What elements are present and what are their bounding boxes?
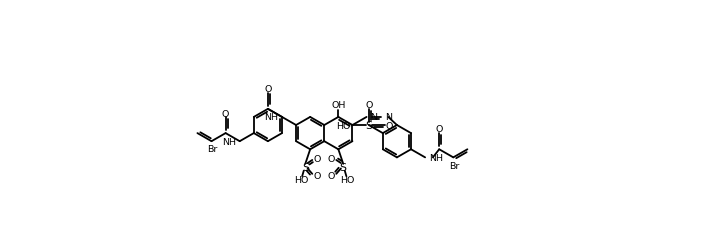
Text: S: S <box>302 162 309 172</box>
Text: O: O <box>313 154 321 163</box>
Text: O: O <box>264 85 272 94</box>
Text: S: S <box>340 162 347 172</box>
Text: O: O <box>313 171 321 180</box>
Text: O: O <box>365 100 373 109</box>
Text: O: O <box>222 109 230 118</box>
Text: N: N <box>371 113 378 122</box>
Text: HO: HO <box>336 121 351 130</box>
Text: Br: Br <box>207 145 218 154</box>
Text: HO: HO <box>340 175 355 184</box>
Text: NH: NH <box>429 153 443 162</box>
Text: OH: OH <box>331 101 345 110</box>
Text: N: N <box>385 113 392 122</box>
Text: NH: NH <box>264 112 278 121</box>
Text: O: O <box>328 154 336 163</box>
Text: Br: Br <box>449 161 459 170</box>
Text: HO: HO <box>294 175 309 184</box>
Text: NH: NH <box>222 138 236 147</box>
Text: O: O <box>435 125 443 134</box>
Text: O: O <box>328 171 336 180</box>
Text: S: S <box>365 121 372 131</box>
Text: O: O <box>386 121 393 130</box>
